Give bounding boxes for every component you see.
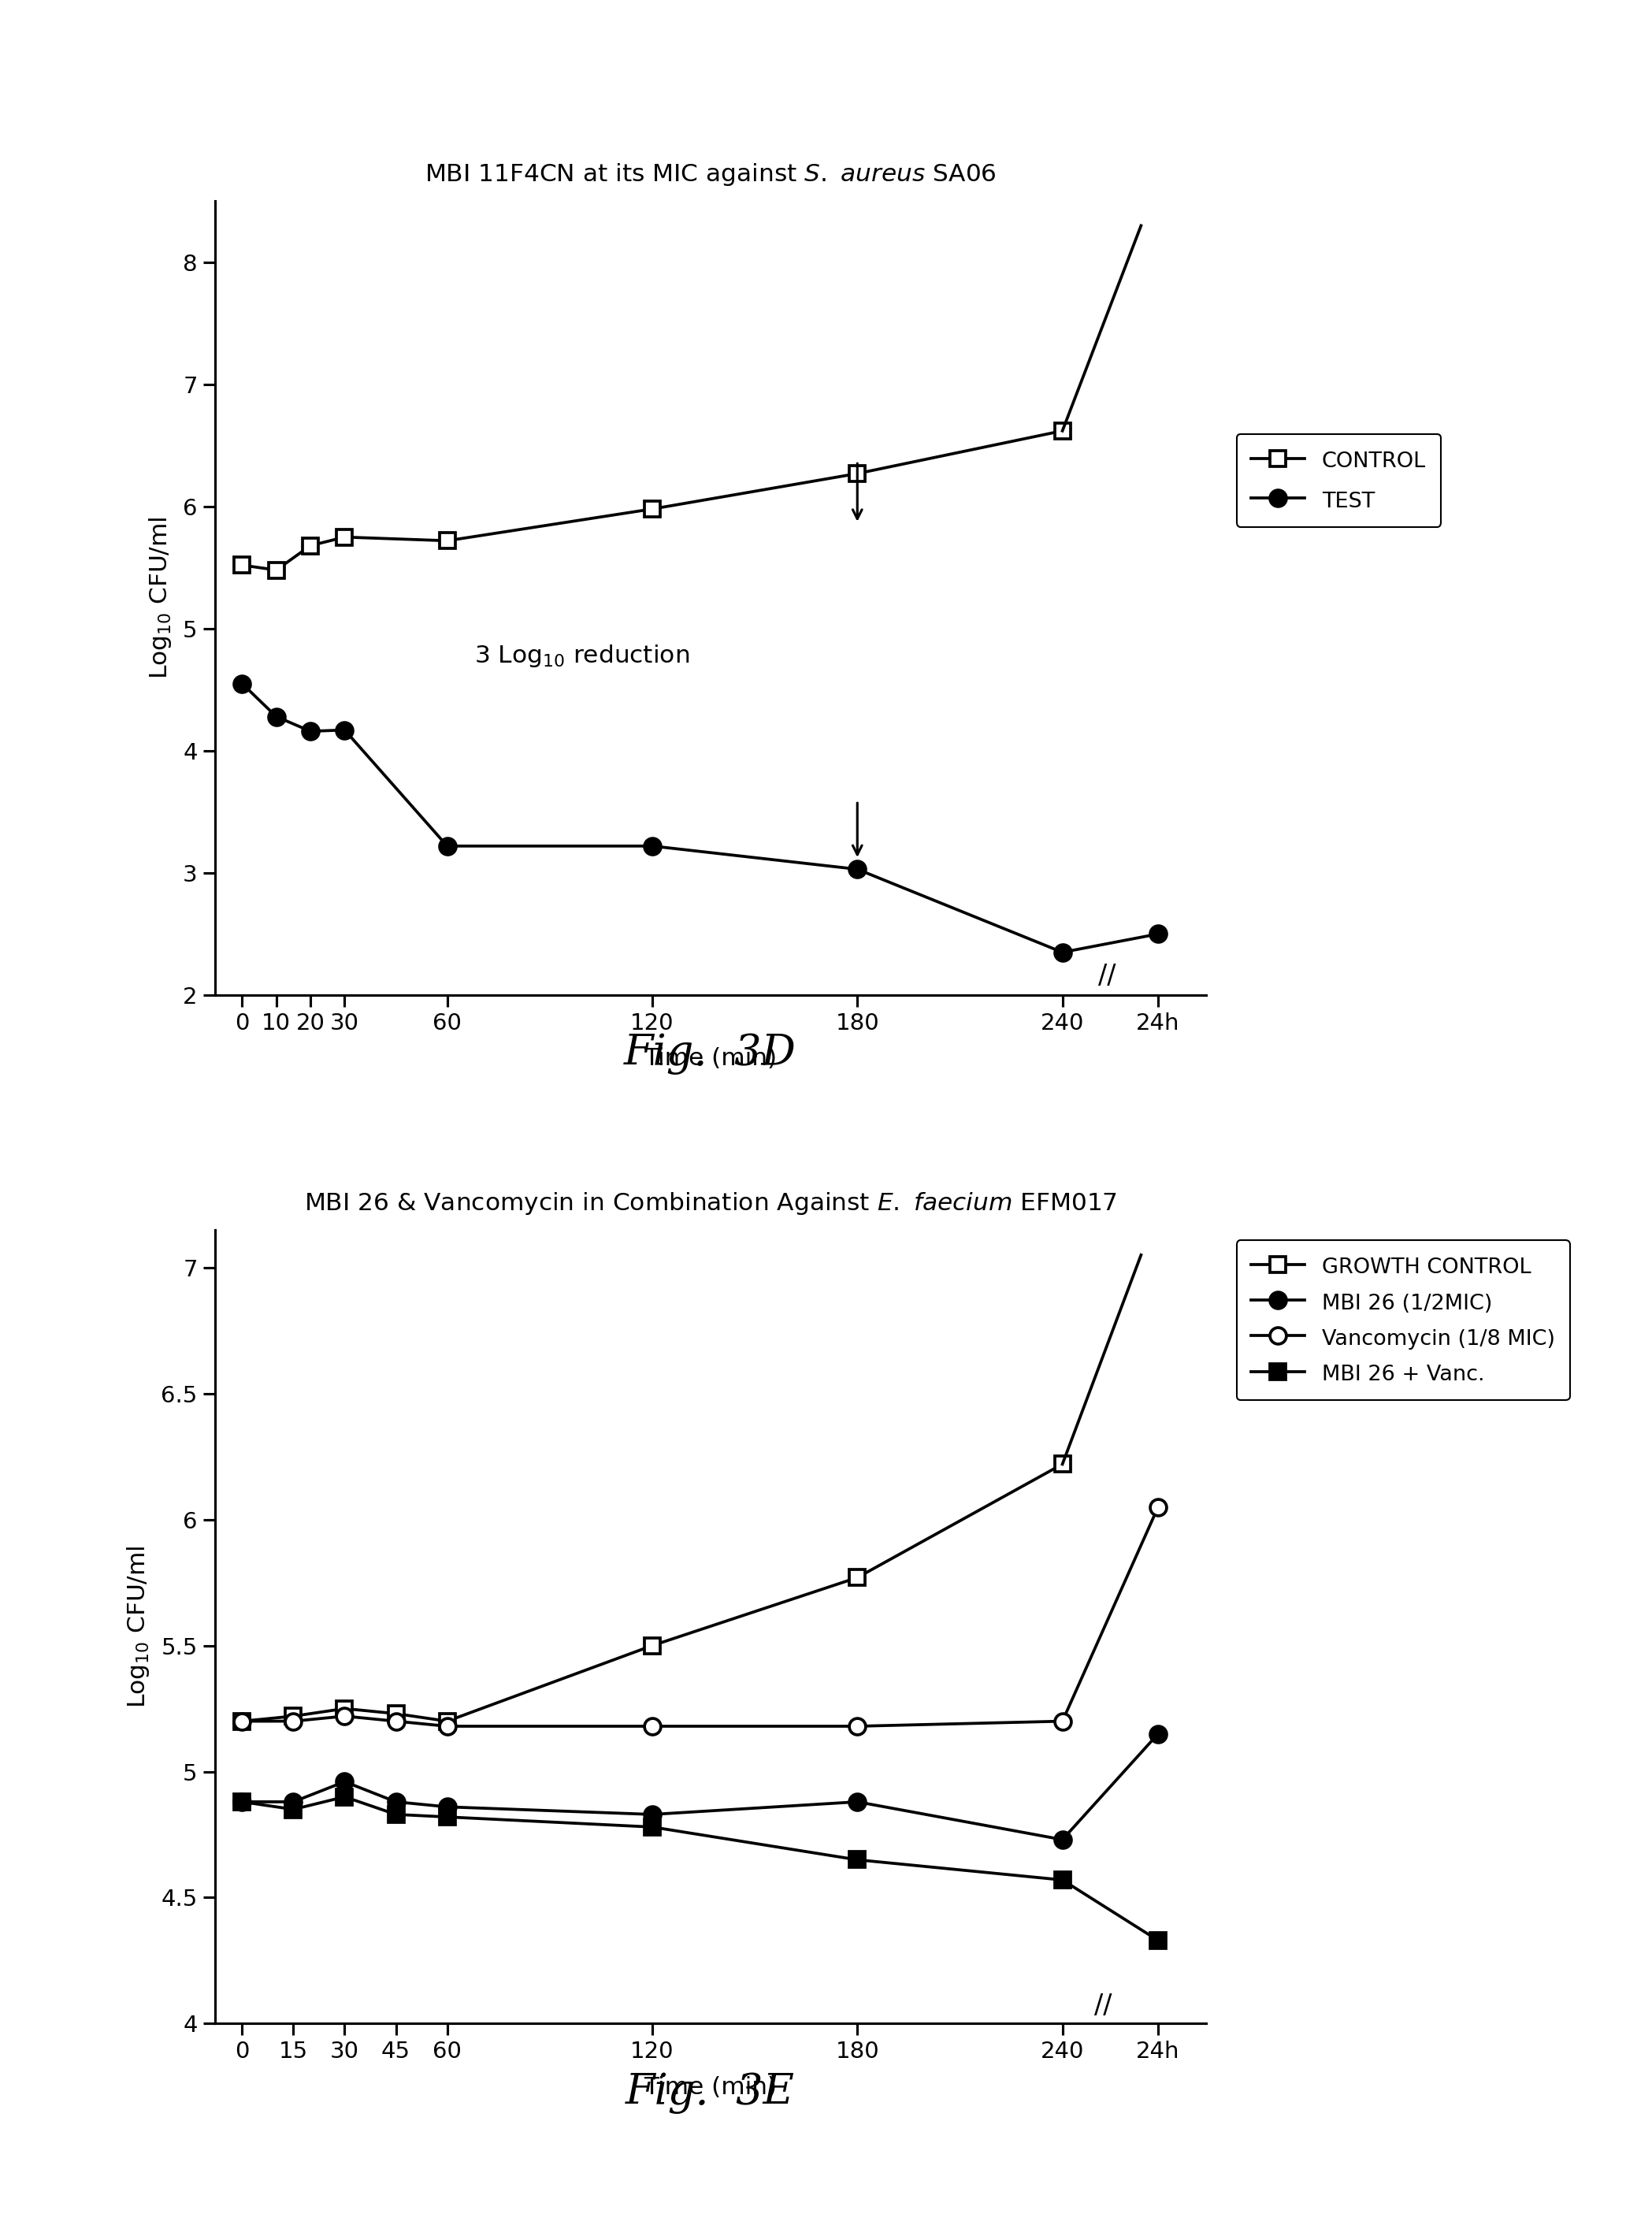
X-axis label: Time (min): Time (min) (644, 1046, 776, 1071)
X-axis label: Time (min): Time (min) (644, 2075, 776, 2100)
Title: MBI 26 & Vancomycin in Combination Against $\it{E.\ faecium}$ EFM017: MBI 26 & Vancomycin in Combination Again… (304, 1190, 1117, 1216)
Y-axis label: Log$_{10}$ CFU/ml: Log$_{10}$ CFU/ml (126, 1545, 152, 1708)
Text: 3 Log$_{10}$ reduction: 3 Log$_{10}$ reduction (474, 642, 691, 669)
Text: //: // (1095, 1992, 1112, 2019)
Text: Fig.  3D: Fig. 3D (624, 1033, 796, 1073)
Text: //: // (1099, 964, 1115, 988)
Legend: CONTROL, TEST: CONTROL, TEST (1236, 434, 1441, 528)
Title: MBI 11F4CN at its MIC against $\it{S.\ aureus}$ SA06: MBI 11F4CN at its MIC against $\it{S.\ a… (425, 161, 996, 188)
Legend: GROWTH CONTROL, MBI 26 (1/2MIC), Vancomycin (1/8 MIC), MBI 26 + Vanc.: GROWTH CONTROL, MBI 26 (1/2MIC), Vancomy… (1236, 1241, 1569, 1400)
Text: Fig.  3E: Fig. 3E (626, 2073, 795, 2113)
Y-axis label: Log$_{10}$ CFU/ml: Log$_{10}$ CFU/ml (147, 517, 173, 680)
